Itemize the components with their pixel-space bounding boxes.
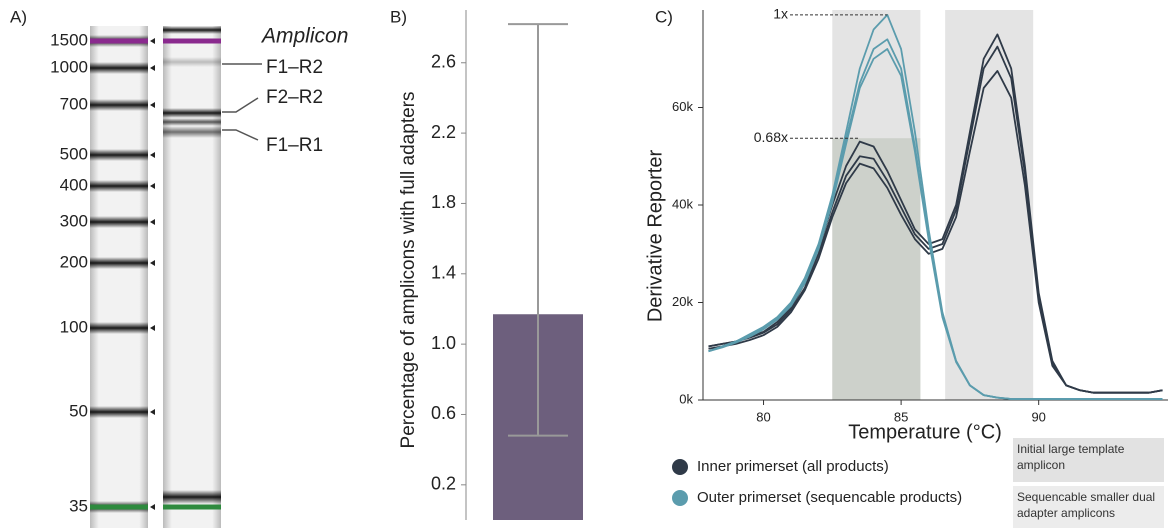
legend-swatch — [672, 490, 688, 506]
sample-band — [163, 26, 221, 34]
sample-band — [163, 118, 221, 126]
ladder-band-marker — [90, 505, 148, 510]
ladder-band — [90, 99, 148, 111]
y-tick-label: 2.6 — [431, 52, 456, 72]
y-tick-label: 0.6 — [431, 403, 456, 423]
x-axis-label: Temperature (°C) — [848, 421, 1002, 443]
curve — [709, 34, 1163, 392]
ladder-label: 500 — [60, 144, 88, 163]
amplicon-label: F1–R2 — [266, 57, 323, 78]
amplicon-label: F1–R1 — [266, 135, 323, 156]
curve — [709, 49, 1163, 399]
y-tick-label: 0k — [679, 391, 693, 406]
y-tick-label: 20k — [672, 294, 693, 309]
y-tick-label: 40k — [672, 196, 693, 211]
ladder-band — [90, 149, 148, 161]
sample-band — [163, 108, 221, 118]
ladder-arrow — [150, 38, 155, 44]
ladder-band-marker — [90, 39, 148, 44]
ladder-band — [90, 62, 148, 74]
ladder-band — [90, 322, 148, 334]
sample-marker — [163, 39, 221, 44]
region-legend: Sequencable smaller dual adapter amplico… — [1013, 486, 1164, 528]
sample-band — [163, 126, 221, 138]
leader-line — [222, 130, 258, 140]
ladder-label: 200 — [60, 252, 88, 271]
ladder-band — [90, 406, 148, 418]
ladder-band — [90, 180, 148, 192]
panel-label: C) — [655, 7, 673, 26]
ladder-label: 300 — [60, 211, 88, 230]
curve — [709, 15, 1163, 399]
legend-label: Inner primerset (all products) — [697, 458, 889, 475]
ladder-arrow — [150, 102, 155, 108]
ladder-arrow — [150, 219, 155, 225]
sample-lane — [163, 26, 221, 528]
ladder-label: 1000 — [50, 57, 88, 76]
annotation: 1x — [773, 6, 788, 22]
ladder-arrow — [150, 183, 155, 189]
ladder-label: 100 — [60, 317, 88, 336]
legend-swatch — [672, 459, 688, 475]
y-axis-label: Derivative Reporter — [644, 150, 666, 323]
ladder-label: 400 — [60, 175, 88, 194]
y-axis-label: Percentage of amplicons with full adapte… — [398, 92, 419, 449]
panel-label: A) — [10, 7, 27, 26]
y-tick-label: 1.8 — [431, 192, 456, 212]
region-legend: Initial large template amplicon — [1013, 438, 1164, 482]
ladder-band — [90, 216, 148, 228]
ladder-label: 50 — [69, 401, 88, 420]
x-tick-label: 90 — [1031, 409, 1045, 424]
sample-band — [163, 57, 221, 67]
ladder-label: 1500 — [50, 30, 88, 49]
ladder-arrow — [150, 260, 155, 266]
y-tick-label: 0.2 — [431, 474, 456, 494]
annotation: 0.68x — [754, 129, 788, 145]
curve — [709, 71, 1163, 393]
curve — [709, 47, 1163, 393]
leader-line — [222, 98, 258, 112]
region-legend-label: Sequencable smaller dual adapter amplico… — [1017, 490, 1155, 520]
figure: A) Amplicon 1500 1000 700 500 400 300 200 100 50 35… — [0, 0, 1170, 528]
figure-canvas: A) Amplicon 1500 1000 700 500 400 300 200 100 50 35… — [0, 0, 1170, 528]
sample-band — [163, 490, 221, 504]
legend-label: Outer primerset (sequencable products) — [697, 489, 962, 506]
panel-label: B) — [390, 7, 407, 26]
curve — [709, 39, 1163, 399]
ladder-arrow — [150, 152, 155, 158]
ladder-arrow — [150, 65, 155, 71]
ladder-label: 35 — [69, 496, 88, 515]
ladder-arrow — [150, 504, 155, 510]
y-tick-label: 1.0 — [431, 333, 456, 353]
y-tick-label: 60k — [672, 99, 693, 114]
x-tick-label: 80 — [756, 409, 770, 424]
lane-title: Amplicon — [260, 25, 348, 48]
y-tick-label: 1.4 — [431, 263, 456, 283]
region-legend-label: Initial large template amplicon — [1017, 442, 1124, 472]
amplicon-label: F2–R2 — [266, 87, 323, 108]
y-tick-label: 2.2 — [431, 122, 456, 142]
ladder-label: 700 — [60, 94, 88, 113]
ladder-arrow — [150, 409, 155, 415]
ladder-band — [90, 257, 148, 269]
ladder-arrow — [150, 325, 155, 331]
sample-marker — [163, 505, 221, 510]
